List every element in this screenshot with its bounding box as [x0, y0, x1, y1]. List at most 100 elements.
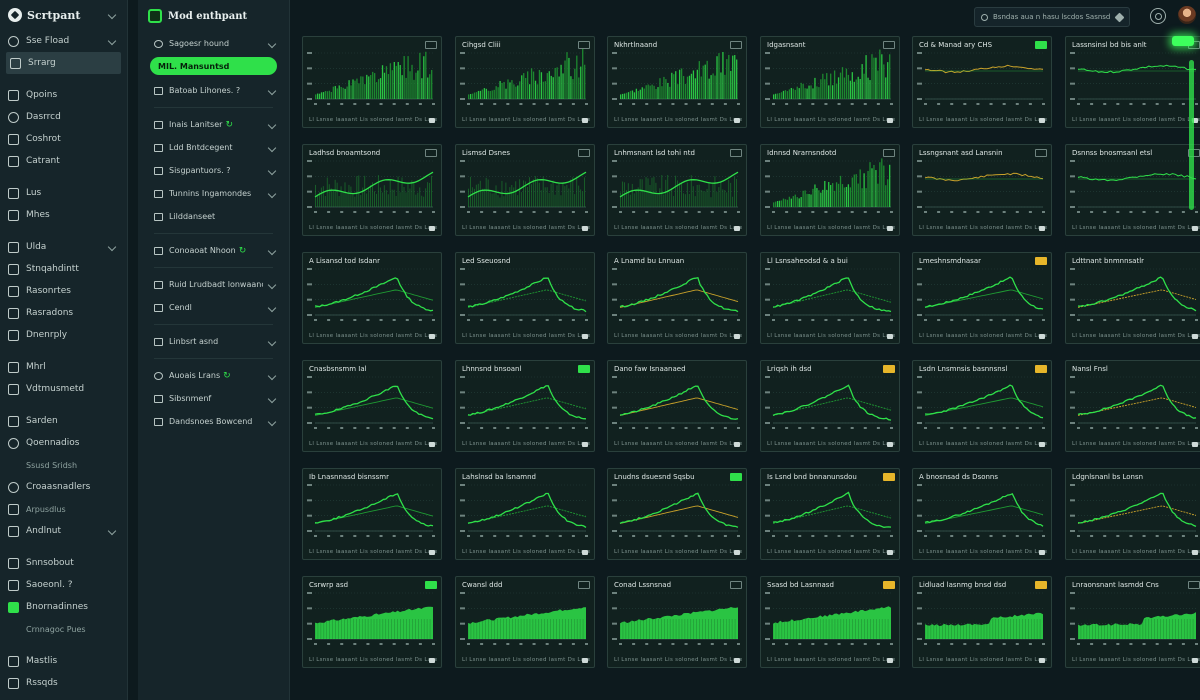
panel-item[interactable]: Auoais Lrans ↻: [138, 364, 289, 387]
nav-item[interactable]: Mhes: [0, 204, 127, 226]
nav-item[interactable]: Stnqahdintt: [0, 258, 127, 280]
expand-icon[interactable]: [734, 550, 740, 555]
expand-icon[interactable]: [429, 442, 435, 447]
nav-item[interactable]: Catrant: [0, 150, 127, 172]
chart-card[interactable]: Lismsd Dsnes Ll Lsnse laasant Lis soloned…: [455, 144, 595, 236]
panel-item[interactable]: Batoab Lihones. ?: [138, 79, 289, 102]
chevron-down-icon[interactable]: [267, 417, 277, 426]
chart-card[interactable]: Cd & Manad ary CHS Ll Lsnse laasant Lis s…: [912, 36, 1052, 128]
chart-card[interactable]: Cihgsd Cliii Ll Lsnse laasant Lis soloned…: [455, 36, 595, 128]
nav-item[interactable]: Saoeonl. ?: [0, 574, 127, 596]
chart-card[interactable]: Idgasnsant Ll Lsnse laasant Lis soloned l…: [760, 36, 900, 128]
chart-card[interactable]: A Lnamd bu Lnnuan Ll Lsnse laasant Lis so…: [607, 252, 747, 344]
favorite-icon[interactable]: [1114, 12, 1125, 22]
nav-item[interactable]: Dnenrply: [0, 324, 127, 346]
nav-item[interactable]: Qpoins: [0, 84, 127, 106]
nav-item[interactable]: Mastlis: [0, 650, 127, 672]
chart-card[interactable]: Nansl Fnsl Ll Lsnse laasant Lis soloned l…: [1065, 360, 1200, 452]
chart-card[interactable]: Dsnnss bnosmsanl etsl Ll Lsnse laasant Li…: [1065, 144, 1200, 236]
expand-icon[interactable]: [1192, 442, 1198, 447]
expand-icon[interactable]: [887, 442, 893, 447]
expand-icon[interactable]: [734, 658, 740, 663]
nav-item[interactable]: Arpusdlus: [0, 498, 127, 520]
expand-icon[interactable]: [734, 334, 740, 339]
chart-card[interactable]: Cnasbsnsmm Ial Ll Lsnse laasant Lis solon…: [302, 360, 442, 452]
chart-card[interactable]: Led Sseuosnd Ll Lsnse laasant Lis soloned…: [455, 252, 595, 344]
chart-card[interactable]: Idnnsd Nrarnsndotd Ll Lsnse laasant Lis s…: [760, 144, 900, 236]
nav-item[interactable]: Dasrrcd: [0, 106, 127, 128]
card-badge-icon[interactable]: [578, 581, 590, 589]
card-badge-icon[interactable]: [425, 149, 437, 157]
chart-card[interactable]: Ll Lsnse laasant Lis soloned lasmt Ds La…: [302, 36, 442, 128]
nav-item[interactable]: Srrarg: [6, 52, 121, 74]
card-badge-icon[interactable]: [730, 149, 742, 157]
expand-icon[interactable]: [582, 334, 588, 339]
brand[interactable]: Scrtpant: [0, 0, 127, 30]
card-badge-icon[interactable]: [1035, 581, 1047, 589]
panel-item[interactable]: Cendl: [138, 296, 289, 319]
nav-item[interactable]: Rasradons: [0, 302, 127, 324]
chart-card[interactable]: Lmeshnsmdnasar Ll Lsnse laasant Lis solon…: [912, 252, 1052, 344]
card-badge-icon[interactable]: [883, 41, 895, 49]
chevron-down-icon[interactable]: [107, 242, 117, 252]
panel-item[interactable]: Lilddanseet: [138, 205, 289, 228]
expand-icon[interactable]: [1039, 658, 1045, 663]
panel-item[interactable]: Conoaoat Nhoon ↻: [138, 239, 289, 262]
nav-item[interactable]: Ulda: [0, 236, 127, 258]
chart-card[interactable]: Is Lsnd bnd bnnanunsdou Ll Lsnse laasant …: [760, 468, 900, 560]
chart-card[interactable]: Lsdn Lnsmnsis basnnsnsl Ll Lsnse laasant …: [912, 360, 1052, 452]
chevron-down-icon[interactable]: [107, 36, 117, 46]
expand-icon[interactable]: [1192, 658, 1198, 663]
nav-item[interactable]: Lus: [0, 182, 127, 204]
chart-card[interactable]: Lhnnsnd bnsoanl Ll Lsnse laasant Lis solo…: [455, 360, 595, 452]
nav-item[interactable]: Bnornadinnes: [0, 596, 127, 618]
panel-item[interactable]: Inais Lanitser ↻: [138, 113, 289, 136]
card-badge-icon[interactable]: [1035, 149, 1047, 157]
chevron-down-icon[interactable]: [267, 166, 277, 175]
chevron-down-icon[interactable]: [267, 39, 277, 48]
expand-icon[interactable]: [887, 658, 893, 663]
chevron-down-icon[interactable]: [107, 526, 117, 536]
chart-card[interactable]: Ldgnlsnanl bs Lonsn Ll Lsnse laasant Lis …: [1065, 468, 1200, 560]
chevron-down-icon[interactable]: [267, 189, 277, 198]
chevron-down-icon[interactable]: [267, 337, 277, 346]
card-badge-icon[interactable]: [883, 149, 895, 157]
panel-item[interactable]: Ruid Lrudbadt lonwaanond: [138, 273, 289, 296]
card-badge-icon[interactable]: [1035, 257, 1047, 265]
panel-item[interactable]: Ldd Bntdcegent: [138, 136, 289, 159]
chart-card[interactable]: Lnudns dsuesnd Sqsbu Ll Lsnse laasant Lis…: [607, 468, 747, 560]
settings-button[interactable]: [1150, 8, 1166, 24]
expand-icon[interactable]: [734, 118, 740, 123]
scrollbar-thumb[interactable]: [1189, 60, 1194, 210]
expand-icon[interactable]: [1192, 226, 1198, 231]
card-badge-icon[interactable]: [1035, 365, 1047, 373]
expand-icon[interactable]: [1192, 334, 1198, 339]
chart-card[interactable]: Ladhsd bnoamtsond Ll Lsnse laasant Lis so…: [302, 144, 442, 236]
expand-icon[interactable]: [734, 442, 740, 447]
card-badge-icon[interactable]: [730, 581, 742, 589]
expand-icon[interactable]: [582, 442, 588, 447]
card-badge-icon[interactable]: [1188, 581, 1200, 589]
panel-item-selected[interactable]: MIL. Mansuntsd: [150, 57, 277, 75]
panel-item[interactable]: Dandsnoes Bowcend: [138, 410, 289, 433]
chevron-down-icon[interactable]: [267, 303, 277, 312]
search-input[interactable]: Bsndas aua n hasu lscdos Sasnsd: [974, 7, 1130, 27]
expand-icon[interactable]: [887, 334, 893, 339]
expand-icon[interactable]: [429, 334, 435, 339]
panel-item[interactable]: Sisgpantuors. ?: [138, 159, 289, 182]
nav-item[interactable]: Ssusd Sridsh: [0, 454, 127, 476]
expand-icon[interactable]: [582, 118, 588, 123]
nav-item[interactable]: Vdtmusmetd: [0, 378, 127, 400]
chart-card[interactable]: Nkhrtlnaand Ll Lsnse laasant Lis soloned …: [607, 36, 747, 128]
card-badge-icon[interactable]: [883, 473, 895, 481]
nav-item[interactable]: Coshrot: [0, 128, 127, 150]
nav-item[interactable]: Andlnut: [0, 520, 127, 542]
chart-card[interactable]: Lassnsinsl bd bis anlt Ll Lsnse laasant L…: [1065, 36, 1200, 128]
card-badge-icon[interactable]: [578, 41, 590, 49]
expand-icon[interactable]: [429, 118, 435, 123]
chart-card[interactable]: Lidluad lasnmg bnsd dsd Ll Lsnse laasant …: [912, 576, 1052, 668]
card-badge-icon[interactable]: [425, 581, 437, 589]
user-avatar[interactable]: [1178, 6, 1196, 24]
chevron-down-icon[interactable]: [267, 86, 277, 95]
expand-icon[interactable]: [1039, 550, 1045, 555]
